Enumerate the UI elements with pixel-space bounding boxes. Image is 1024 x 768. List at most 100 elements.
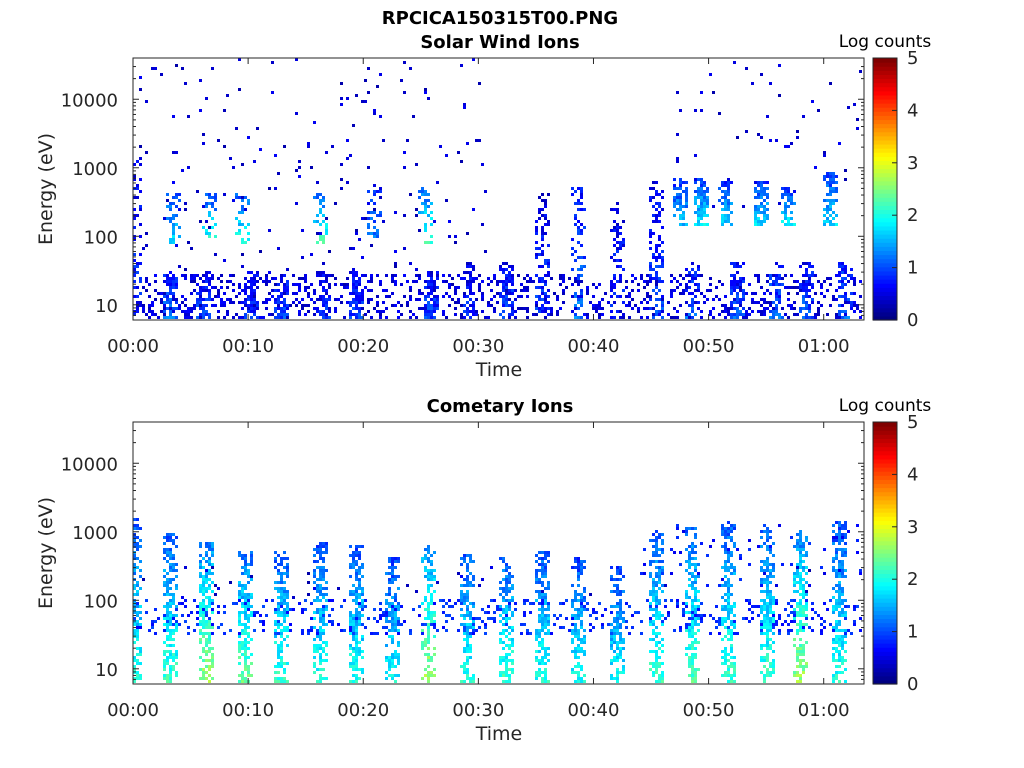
spectrogram-cell <box>430 217 433 220</box>
spectrogram-cell <box>265 274 268 277</box>
spectrogram-cell <box>259 250 262 253</box>
spectrogram-cell <box>613 229 616 232</box>
spectrogram-cell <box>613 626 616 629</box>
spectrogram-cell <box>811 316 814 319</box>
spectrogram-cell <box>349 611 352 614</box>
spectrogram-cell <box>691 617 694 620</box>
spectrogram-cell <box>421 677 424 680</box>
spectrogram-cell <box>256 280 259 283</box>
spectrogram-cell <box>415 274 418 277</box>
spectrogram-cell <box>424 554 427 557</box>
spectrogram-cell <box>724 214 727 217</box>
spectrogram-cell <box>244 608 247 611</box>
spectrogram-cell <box>649 668 652 671</box>
spectrogram-cell <box>136 557 139 560</box>
spectrogram-cell <box>823 626 826 629</box>
spectrogram-cell <box>163 662 166 665</box>
spectrogram-cell <box>469 283 472 286</box>
spectrogram-cell <box>574 304 577 307</box>
spectrogram-cell <box>313 647 316 650</box>
spectrogram-cell <box>808 304 811 307</box>
spectrogram-cell <box>340 295 343 298</box>
spectrogram-cell <box>325 226 328 229</box>
spectrogram-cell <box>238 581 241 584</box>
spectrogram-cell <box>355 617 358 620</box>
spectrogram-cell <box>427 578 430 581</box>
spectrogram-cell <box>607 301 610 304</box>
spectrogram-cell <box>466 608 469 611</box>
spectrogram-cell <box>511 638 514 641</box>
spectrogram-cell <box>466 295 469 298</box>
spectrogram-cell <box>517 295 520 298</box>
spectrogram-cell <box>805 292 808 295</box>
spectrogram-cell <box>502 647 505 650</box>
spectrogram-cell <box>373 220 376 223</box>
spectrogram-cell <box>427 680 430 683</box>
spectrogram-cell <box>142 286 145 289</box>
axes: 00:00 00:10 00:20 00:30 00:40 00:50 01:0010100… <box>61 57 864 357</box>
spectrogram-cell <box>340 605 343 608</box>
spectrogram-cell <box>691 262 694 265</box>
spectrogram-cell <box>136 635 139 638</box>
spectrogram-cell <box>193 629 196 632</box>
spectrogram-cell <box>394 566 397 569</box>
spectrogram-cell <box>505 620 508 623</box>
spectrogram-cell <box>307 145 310 148</box>
spectrogram-cell <box>208 569 211 572</box>
spectrogram-cell <box>454 241 457 244</box>
spectrogram-cell <box>133 623 136 626</box>
spectrogram-cell <box>409 298 412 301</box>
spectrogram-cell <box>199 611 202 614</box>
spectrogram-cell <box>232 316 235 319</box>
spectrogram-cell <box>703 223 706 226</box>
spectrogram-cell <box>736 307 739 310</box>
spectrogram-cell <box>313 644 316 647</box>
spectrogram-cell <box>829 181 832 184</box>
spectrogram-cell <box>691 584 694 587</box>
spectrogram-cell <box>388 572 391 575</box>
spectrogram-cell <box>571 584 574 587</box>
spectrogram-cell <box>172 316 175 319</box>
spectrogram-cell <box>505 608 508 611</box>
spectrogram-cell <box>430 223 433 226</box>
spectrogram-cell <box>775 599 778 602</box>
spectrogram-cell <box>829 184 832 187</box>
spectrogram-cell <box>250 575 253 578</box>
spectrogram-cell <box>673 316 676 319</box>
spectrogram-cell <box>655 680 658 683</box>
spectrogram-cell <box>169 677 172 680</box>
spectrogram-cell <box>577 566 580 569</box>
spectrogram-cell <box>703 196 706 199</box>
spectrogram-cell <box>325 659 328 662</box>
spectrogram-cell <box>166 617 169 620</box>
spectrogram-cell <box>295 304 298 307</box>
spectrogram-cell <box>655 292 658 295</box>
spectrogram-cell <box>148 307 151 310</box>
spectrogram-cell <box>250 298 253 301</box>
spectrogram-cell <box>205 97 208 100</box>
spectrogram-cell <box>466 590 469 593</box>
spectrogram-cell <box>784 620 787 623</box>
spectrogram-cell <box>829 175 832 178</box>
spectrogram-cell <box>649 241 652 244</box>
spectrogram-cell <box>328 599 331 602</box>
spectrogram-cell <box>166 316 169 319</box>
spectrogram-cell <box>688 584 691 587</box>
spectrogram-cell <box>313 665 316 668</box>
spectrogram-cell <box>325 677 328 680</box>
spectrogram-cell <box>823 572 826 575</box>
spectrogram-cell <box>304 599 307 602</box>
spectrogram-cell <box>334 202 337 205</box>
spectrogram-cell <box>178 304 181 307</box>
spectrogram-cell <box>325 644 328 647</box>
spectrogram-cell <box>544 680 547 683</box>
spectrogram-cell <box>685 202 688 205</box>
spectrogram-cell <box>757 205 760 208</box>
spectrogram-cell <box>250 277 253 280</box>
spectrogram-cell <box>739 313 742 316</box>
spectrogram-cell <box>247 575 250 578</box>
spectrogram-cell <box>316 644 319 647</box>
spectrogram-cell <box>349 313 352 316</box>
spectrogram-cell <box>223 611 226 614</box>
